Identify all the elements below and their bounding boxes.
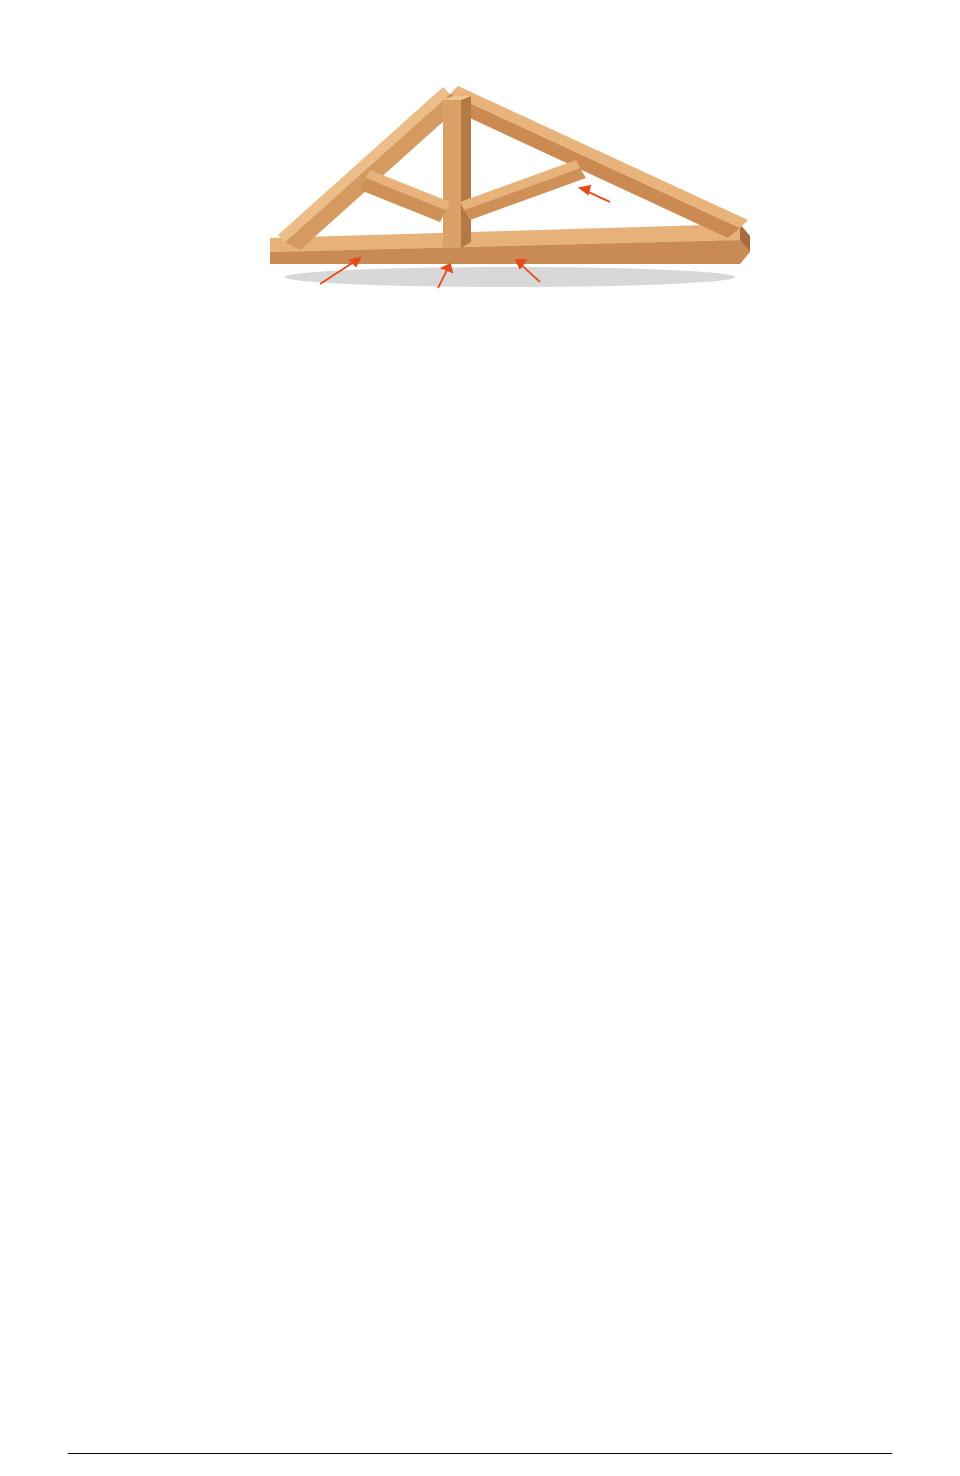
chart-svg xyxy=(68,322,892,542)
footer-v-commessa xyxy=(417,1458,511,1462)
page-content xyxy=(0,0,960,542)
footer-v-rev xyxy=(511,1458,605,1462)
footer-v-rif xyxy=(699,1458,798,1462)
footer-v-data xyxy=(605,1458,699,1462)
footer-table xyxy=(68,1453,892,1462)
footer-v-nomefile xyxy=(68,1458,323,1462)
footer-values-row xyxy=(68,1458,892,1462)
footer-v-coddoc xyxy=(323,1458,417,1462)
footer-v-pagina xyxy=(798,1458,892,1462)
page-footer xyxy=(0,1453,960,1462)
figure-truss xyxy=(200,52,760,292)
resistograph-chart xyxy=(68,322,892,542)
truss-diagram xyxy=(200,52,760,292)
